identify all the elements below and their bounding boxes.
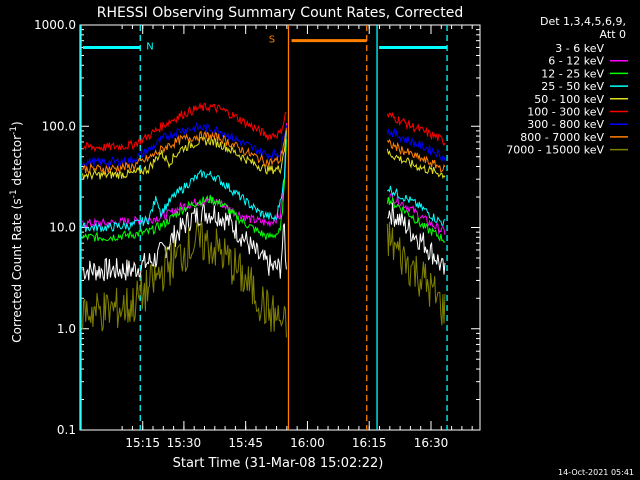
series-line [386,196,446,243]
series-line [82,130,287,181]
legend-header-line: Att 0 [600,28,626,41]
y-axis-label-part: Corrected Count Rate (s [10,198,24,342]
chart-title: RHESSI Observing Summary Count Rates, Co… [97,5,463,21]
legend-entry-label: 7000 - 15000 keV [506,144,604,157]
legend-entry-label: 6 - 12 keV [548,55,604,68]
y-axis-label: Corrected Count Rate (s-1 detector-1) [9,121,24,342]
series-line [82,139,287,242]
series-line [82,128,287,175]
series-line [386,127,446,163]
x-tick-label: 16:15 [352,436,387,450]
series-line [82,130,287,233]
y-tick-label: 0.1 [57,423,76,437]
legend-header-line: Det 1,3,4,5,6,9, [540,15,626,28]
series-line [82,203,287,282]
series-line [82,220,287,338]
y-tick-label: 1000.0 [34,18,76,32]
y-axis-label-sup: -1 [9,126,19,135]
legend-entry-label: 3 - 6 keV [555,42,604,55]
series-line [82,121,287,168]
y-axis-label-sup: -1 [9,189,19,198]
series-line [386,138,446,173]
series-line [386,148,446,180]
annotation-label: N [146,41,153,52]
y-axis-label-part: ) [10,121,24,126]
legend-entry-label: 50 - 100 keV [534,93,604,106]
series-line [387,193,446,236]
series-line [386,185,446,226]
series-line [386,221,446,326]
x-tick-label: 15:30 [167,436,202,450]
annotations: NS [83,35,448,52]
series-lines [82,102,446,338]
y-tick-label: 1.0 [57,322,76,336]
legend-entry-label: 25 - 50 keV [541,80,604,93]
legend-entry-label: 100 - 300 keV [527,106,604,119]
x-axis: 15:15 15:30 15:45 16:00 16:15 16:30 [121,25,473,450]
generation-timestamp: 14-Oct-2021 05:41 [558,468,634,477]
observing-markers [80,25,448,430]
y-tick-label: 10.0 [49,221,76,235]
annotation-label: S [269,35,275,46]
x-axis-label: Start Time (31-Mar-08 15:02:22) [173,456,384,471]
series-line [82,102,287,153]
legend-entry-label: 800 - 7000 keV [520,131,604,144]
series-line [387,202,446,275]
x-tick-label: 15:45 [228,436,263,450]
x-tick-label: 16:00 [290,436,325,450]
y-axis-label-part: detector [10,135,24,190]
series-line [386,111,446,147]
x-tick-label: 16:30 [414,436,449,450]
legend-entry-label: 300 - 800 keV [527,118,604,131]
y-tick-label: 100.0 [42,119,76,133]
legend-entry-label: 12 - 25 keV [541,67,604,80]
x-tick-label: 15:15 [125,436,160,450]
